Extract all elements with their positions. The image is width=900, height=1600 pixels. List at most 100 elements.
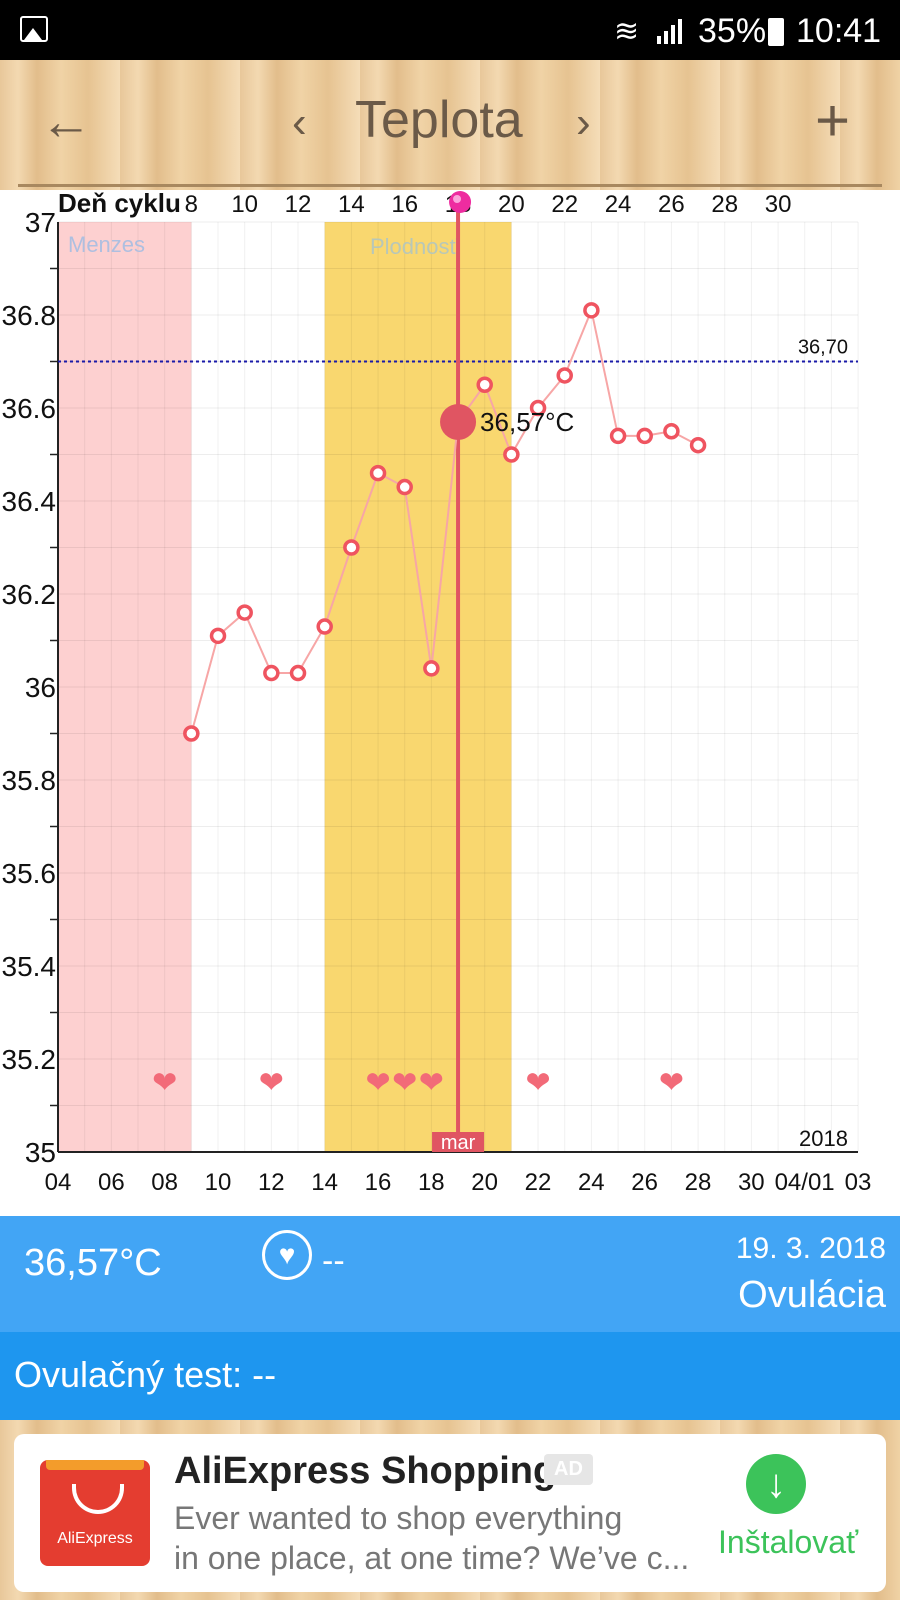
y-tick-label: 36.6 [2, 393, 57, 424]
ad-description-line1: Ever wanted to shop everything [174, 1500, 623, 1536]
y-tick-label: 36.4 [2, 486, 57, 517]
back-arrow-icon[interactable]: ← [40, 93, 92, 151]
month-tag-bg [432, 1132, 485, 1152]
temperature-point [503, 446, 520, 463]
date-tick: 24 [578, 1169, 605, 1196]
chevron-left-icon[interactable]: ‹ [292, 98, 307, 147]
aliexpress-logo-icon[interactable]: AliExpress [40, 1460, 150, 1566]
y-tick-label: 35.8 [2, 765, 57, 796]
band-label-fertile: Plodnosť [370, 234, 459, 259]
date-tick: 28 [685, 1169, 712, 1196]
cycle-day-tick: 26 [658, 191, 685, 218]
ad-badge: AD [544, 1454, 593, 1485]
ad-banner[interactable]: AliExpress AliExpress Shopping AD Ever w… [14, 1434, 886, 1592]
download-icon[interactable]: ↓ [746, 1454, 806, 1514]
date-tick: 26 [631, 1169, 658, 1196]
y-tick-label: 35.4 [2, 951, 57, 982]
temperature-point [343, 539, 360, 556]
phase-band-1 [324, 222, 512, 1152]
ovulation-test-panel[interactable]: Ovulačný test: -- [0, 1332, 900, 1420]
y-tick-label: 37 [25, 207, 56, 238]
date-tick: 20 [471, 1169, 498, 1196]
wifi-icon: ≋ [614, 15, 640, 48]
cycle-day-tick: 22 [551, 191, 578, 218]
page-title: Teplota [355, 91, 523, 149]
date-tick: 18 [418, 1169, 445, 1196]
date-tick: 12 [258, 1169, 285, 1196]
month-tag: mar [441, 1132, 476, 1154]
clock: 10:41 [796, 12, 882, 50]
y-tick-label: 35.2 [2, 1044, 57, 1075]
year-label: 2018 [799, 1126, 848, 1151]
intercourse-heart-icon: ❤ [152, 1065, 177, 1100]
toolbar-divider [18, 184, 882, 187]
intercourse-heart-icon: ❤ [525, 1065, 550, 1100]
battery-percent: 35% [698, 12, 767, 50]
temperature-point [263, 664, 280, 682]
phase-band-0 [58, 222, 192, 1152]
temperature-point [529, 399, 547, 417]
cycle-day-tick: 20 [498, 191, 525, 218]
date-tick: 08 [151, 1169, 178, 1196]
chart-svg[interactable]: Menzes Plodnosť 37 36.8 36.6 36.4 36.2 36 35.8 35… [0, 190, 900, 1216]
intercourse-value: -- [322, 1242, 345, 1280]
signal-icon [657, 19, 682, 44]
battery-icon [768, 18, 784, 46]
temperature-point [316, 618, 333, 635]
selected-day-info[interactable]: 36,57°C ♥ -- 19. 3. 2018 Ovulácia [0, 1216, 900, 1332]
temperature-chart[interactable]: Menzes Plodnosť 37 36.8 36.6 36.4 36.2 36 35.8 35… [0, 190, 900, 1216]
temperature-point [396, 478, 413, 496]
selected-point [440, 403, 477, 440]
cycle-day-tick: 24 [605, 191, 632, 218]
temperature-point [556, 367, 573, 384]
add-plus-icon[interactable]: + [815, 87, 851, 154]
status-bar: ≋ 35% 10:41 [0, 0, 900, 60]
intercourse-heart-icon: ❤ [365, 1065, 390, 1100]
temperature-point [369, 464, 387, 482]
temperature-point [583, 302, 600, 319]
ad-description-line2: in one place, at one time? We’ve c... [174, 1540, 690, 1576]
y-tick-label: 35 [25, 1137, 56, 1168]
install-button[interactable]: Inštalovať [718, 1524, 859, 1560]
logo-brand-text: AliExpress [57, 1530, 133, 1547]
temperature-point [609, 427, 627, 445]
date-tick: 04/01 [775, 1169, 835, 1196]
intercourse-heart-icon: ❤ [419, 1065, 444, 1100]
y-tick-label: 36.2 [2, 579, 57, 610]
coverline-label: 36,70 [798, 337, 848, 359]
logo-bag-top [46, 1460, 144, 1470]
cycle-day-tick: 10 [231, 191, 258, 218]
temperature-point [236, 604, 253, 621]
temperature-point [663, 423, 680, 440]
temperature-point [183, 725, 200, 742]
selected-point-label: 36,57°C [480, 407, 574, 437]
band-label-menses: Menzes [68, 232, 145, 257]
cycle-day-tick: 8 [185, 191, 198, 218]
heart-circle-icon: ♥ [262, 1230, 312, 1280]
temperature-point [209, 627, 227, 645]
selected-date: 19. 3. 2018 [735, 1232, 886, 1265]
intercourse-heart-icon: ❤ [392, 1065, 417, 1100]
today-marker-dot [449, 191, 472, 213]
date-tick: 30 [738, 1169, 765, 1196]
selected-temperature: 36,57°C [24, 1242, 162, 1284]
cycle-day-tick: 14 [338, 191, 365, 218]
temperature-point [476, 376, 493, 393]
chevron-right-icon[interactable]: › [576, 98, 591, 147]
temperature-point [289, 664, 307, 682]
temperature-point [689, 436, 707, 454]
cycle-day-tick: 16 [391, 191, 418, 218]
date-tick: 16 [365, 1169, 392, 1196]
date-tick: 22 [525, 1169, 552, 1196]
cycle-day-tick: 30 [765, 191, 792, 218]
date-tick: 06 [98, 1169, 125, 1196]
ad-title[interactable]: AliExpress Shopping [174, 1450, 557, 1492]
date-tick: 03 [845, 1169, 872, 1196]
cycle-day-tick: 12 [285, 191, 312, 218]
ovulation-test-text: Ovulačný test: -- [14, 1354, 277, 1395]
intercourse-heart-icon: ❤ [259, 1065, 284, 1100]
date-tick: 10 [205, 1169, 232, 1196]
y-tick-label: 36 [25, 672, 56, 703]
y-tick-label: 35.6 [2, 858, 57, 889]
logo-bag-handle [72, 1484, 124, 1514]
